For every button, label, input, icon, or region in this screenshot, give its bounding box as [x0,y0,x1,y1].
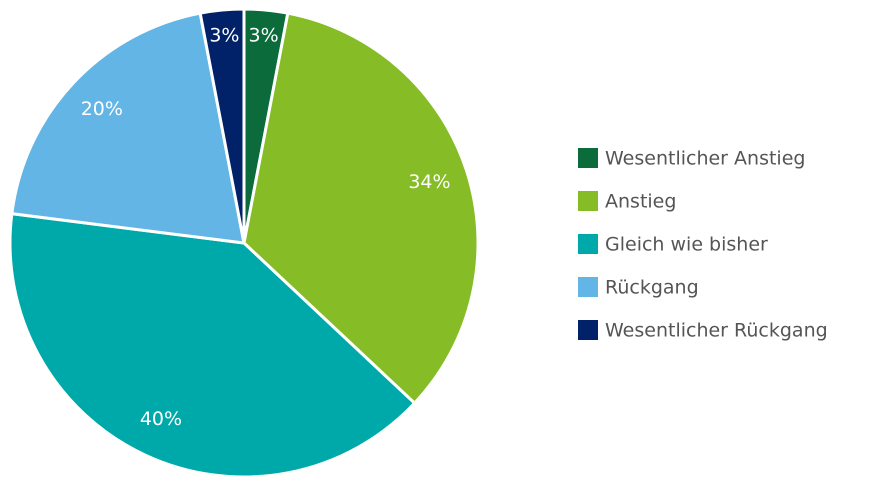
slice-label: 3% [248,24,278,46]
legend-label: Anstieg [605,191,676,213]
legend-label: Rückgang [605,277,699,299]
legend-swatch [578,320,598,340]
pie-slice [242,11,480,406]
legend-label: Gleich wie bisher [605,234,768,256]
legend-swatch [578,234,598,254]
slice-label: 20% [81,98,123,120]
legend-swatch [578,148,598,168]
slice-label: 3% [209,24,239,46]
pie-slice [198,7,246,244]
legend-swatch [578,277,598,297]
pie-slice [8,211,417,478]
slice-label: 40% [140,408,182,430]
legend-label: Wesentlicher Rückgang [605,320,828,342]
pie-slice [10,11,246,245]
legend-swatch [578,191,598,211]
slice-label: 34% [408,171,450,193]
legend-label: Wesentlicher Anstieg [605,148,805,170]
